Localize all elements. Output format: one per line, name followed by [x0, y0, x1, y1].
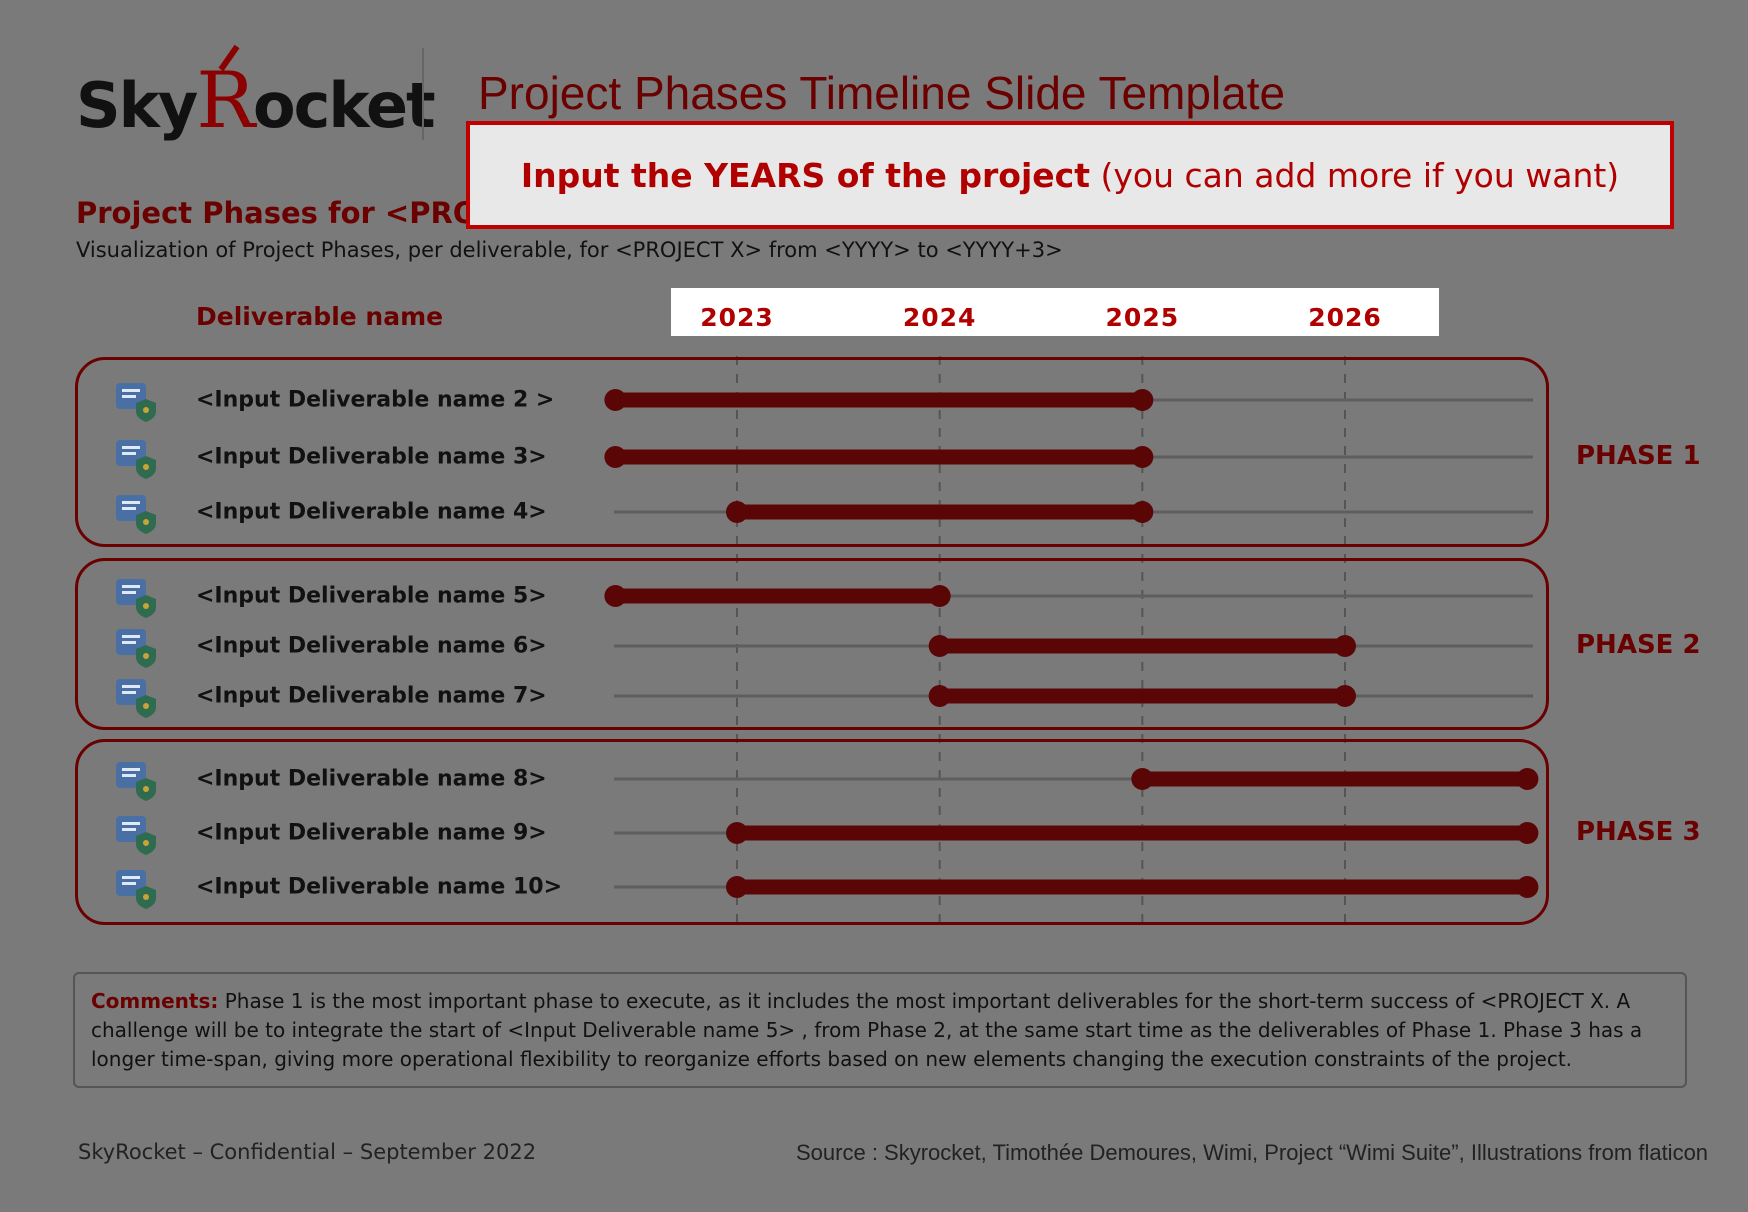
- phase-label-3: PHASE 3: [1576, 817, 1701, 847]
- document-sign-icon: [112, 573, 162, 619]
- deliverable-name: <Input Deliverable name 8>: [196, 766, 547, 792]
- bar-start-marker: [1131, 768, 1154, 790]
- lock-shield-icon: [112, 489, 162, 535]
- bar-end-marker: [1516, 822, 1539, 844]
- deliverable-name: <Input Deliverable name 2 >: [196, 387, 555, 413]
- footer-confidential: SkyRocket – Confidential – September 202…: [78, 1140, 537, 1164]
- deliverable-name: <Input Deliverable name 7>: [196, 683, 547, 709]
- phase-box-2: [75, 558, 1549, 730]
- comments-text: Phase 1 is the most important phase to e…: [91, 989, 1643, 1071]
- bar-end-marker: [928, 585, 951, 607]
- instruction-callout: Input the YEARS of the project (you can …: [466, 121, 1674, 229]
- brain-shield-icon: [112, 756, 162, 802]
- deliverable-column-header: Deliverable name: [196, 302, 444, 331]
- phase-box-3: [75, 739, 1549, 925]
- logo-text: SkyRocket: [76, 56, 436, 146]
- deliverable-name: <Input Deliverable name 3>: [196, 444, 547, 470]
- bar-end-marker: [1131, 389, 1154, 411]
- deliverable-name: <Input Deliverable name 4>: [196, 499, 547, 525]
- slide-title: Project Phases Timeline Slide Template: [478, 67, 1286, 119]
- bar-start-marker: [604, 446, 627, 468]
- phase-label-2: PHASE 2: [1576, 630, 1701, 660]
- bar-start-marker: [928, 685, 951, 707]
- email-shield-icon: [112, 377, 162, 423]
- callout-bold-text: Input the YEARS of the project: [520, 155, 1090, 195]
- year-label-2023: 2023: [700, 303, 774, 332]
- skyrocket-logo: SkyRocket: [76, 40, 436, 146]
- logo-text-sky: Sky: [76, 69, 198, 142]
- comments-label: Comments:: [91, 989, 219, 1013]
- deliverable-name: <Input Deliverable name 5>: [196, 583, 547, 609]
- bar-end-marker: [1334, 635, 1356, 657]
- bar-start-marker: [726, 876, 748, 898]
- collaboration-icon: [112, 864, 162, 910]
- logo-text-ocket: ocket: [253, 69, 436, 142]
- logo-text-r: R: [196, 56, 255, 146]
- bar-start-marker: [726, 822, 748, 844]
- year-label-2024: 2024: [902, 303, 977, 332]
- settings-document-icon: [112, 673, 162, 719]
- document-pen-shield-icon: [112, 810, 162, 856]
- year-label-2025: 2025: [1105, 303, 1180, 332]
- bar-start-marker: [604, 585, 627, 607]
- bar-start-marker: [928, 635, 951, 657]
- bar-end-marker: [1516, 768, 1539, 790]
- year-label-2026: 2026: [1308, 303, 1382, 332]
- section-description: Visualization of Project Phases, per del…: [76, 238, 1063, 262]
- section-title: Project Phases for <PROJEC: [76, 196, 530, 230]
- year-header-strip: [671, 288, 1439, 336]
- footer-source: Source : Skyrocket, Timothée Demoures, W…: [796, 1140, 1709, 1165]
- bar-end-marker: [1131, 446, 1154, 468]
- deliverable-name: <Input Deliverable name 6>: [196, 633, 547, 659]
- deliverable-name: <Input Deliverable name 9>: [196, 820, 547, 846]
- bar-end-marker: [1516, 876, 1539, 898]
- bar-start-marker: [604, 389, 627, 411]
- bar-end-marker: [1131, 501, 1154, 523]
- deliverable-name: <Input Deliverable name 10>: [196, 874, 563, 900]
- phase-label-1: PHASE 1: [1576, 441, 1701, 471]
- phase-box-1: [75, 357, 1549, 547]
- bar-start-marker: [726, 501, 748, 523]
- header-divider: [422, 48, 424, 140]
- callout-normal-text: (you can add more if you want): [1090, 155, 1620, 195]
- bar-end-marker: [1334, 685, 1356, 707]
- secure-document-icon: [112, 623, 162, 669]
- comments-box: Comments: Phase 1 is the most important …: [73, 972, 1687, 1088]
- analytics-gear-icon: [112, 434, 162, 480]
